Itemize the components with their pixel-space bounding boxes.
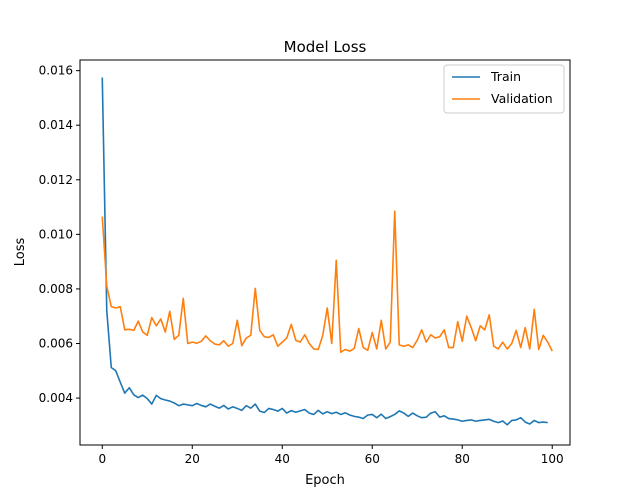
legend-label-train: Train — [490, 69, 521, 84]
x-tick-label: 0 — [98, 452, 106, 466]
x-tick-label: 80 — [455, 452, 470, 466]
series-line-train — [101, 77, 548, 426]
legend-label-validation: Validation — [491, 91, 553, 106]
chart-title: Model Loss — [284, 38, 367, 56]
x-tick-label: 100 — [541, 452, 564, 466]
plot-area — [79, 59, 571, 446]
y-tick-label: 0.016 — [39, 64, 73, 78]
legend: Train Validation — [443, 64, 565, 114]
series-layer — [101, 77, 553, 426]
y-tick-label: 0.012 — [39, 173, 73, 187]
x-tick-label: 60 — [365, 452, 380, 466]
y-tick-label: 0.014 — [39, 118, 73, 132]
y-tick-label: 0.010 — [39, 227, 73, 241]
x-tick-label: 20 — [185, 452, 200, 466]
series-line-validation — [101, 210, 553, 354]
x-tick-label: 40 — [275, 452, 290, 466]
y-tick-label: 0.006 — [39, 336, 73, 350]
y-tick-label: 0.004 — [39, 391, 73, 405]
axes-frame — [79, 59, 571, 446]
y-axis: 0.004 0.006 0.008 0.010 0.012 0.014 0.016 — [39, 64, 80, 405]
y-tick-label: 0.008 — [39, 282, 73, 296]
x-axis-label: Epoch — [305, 473, 345, 488]
y-axis-label: Loss — [13, 238, 28, 267]
x-axis: 0 20 40 60 80 100 — [98, 445, 564, 466]
